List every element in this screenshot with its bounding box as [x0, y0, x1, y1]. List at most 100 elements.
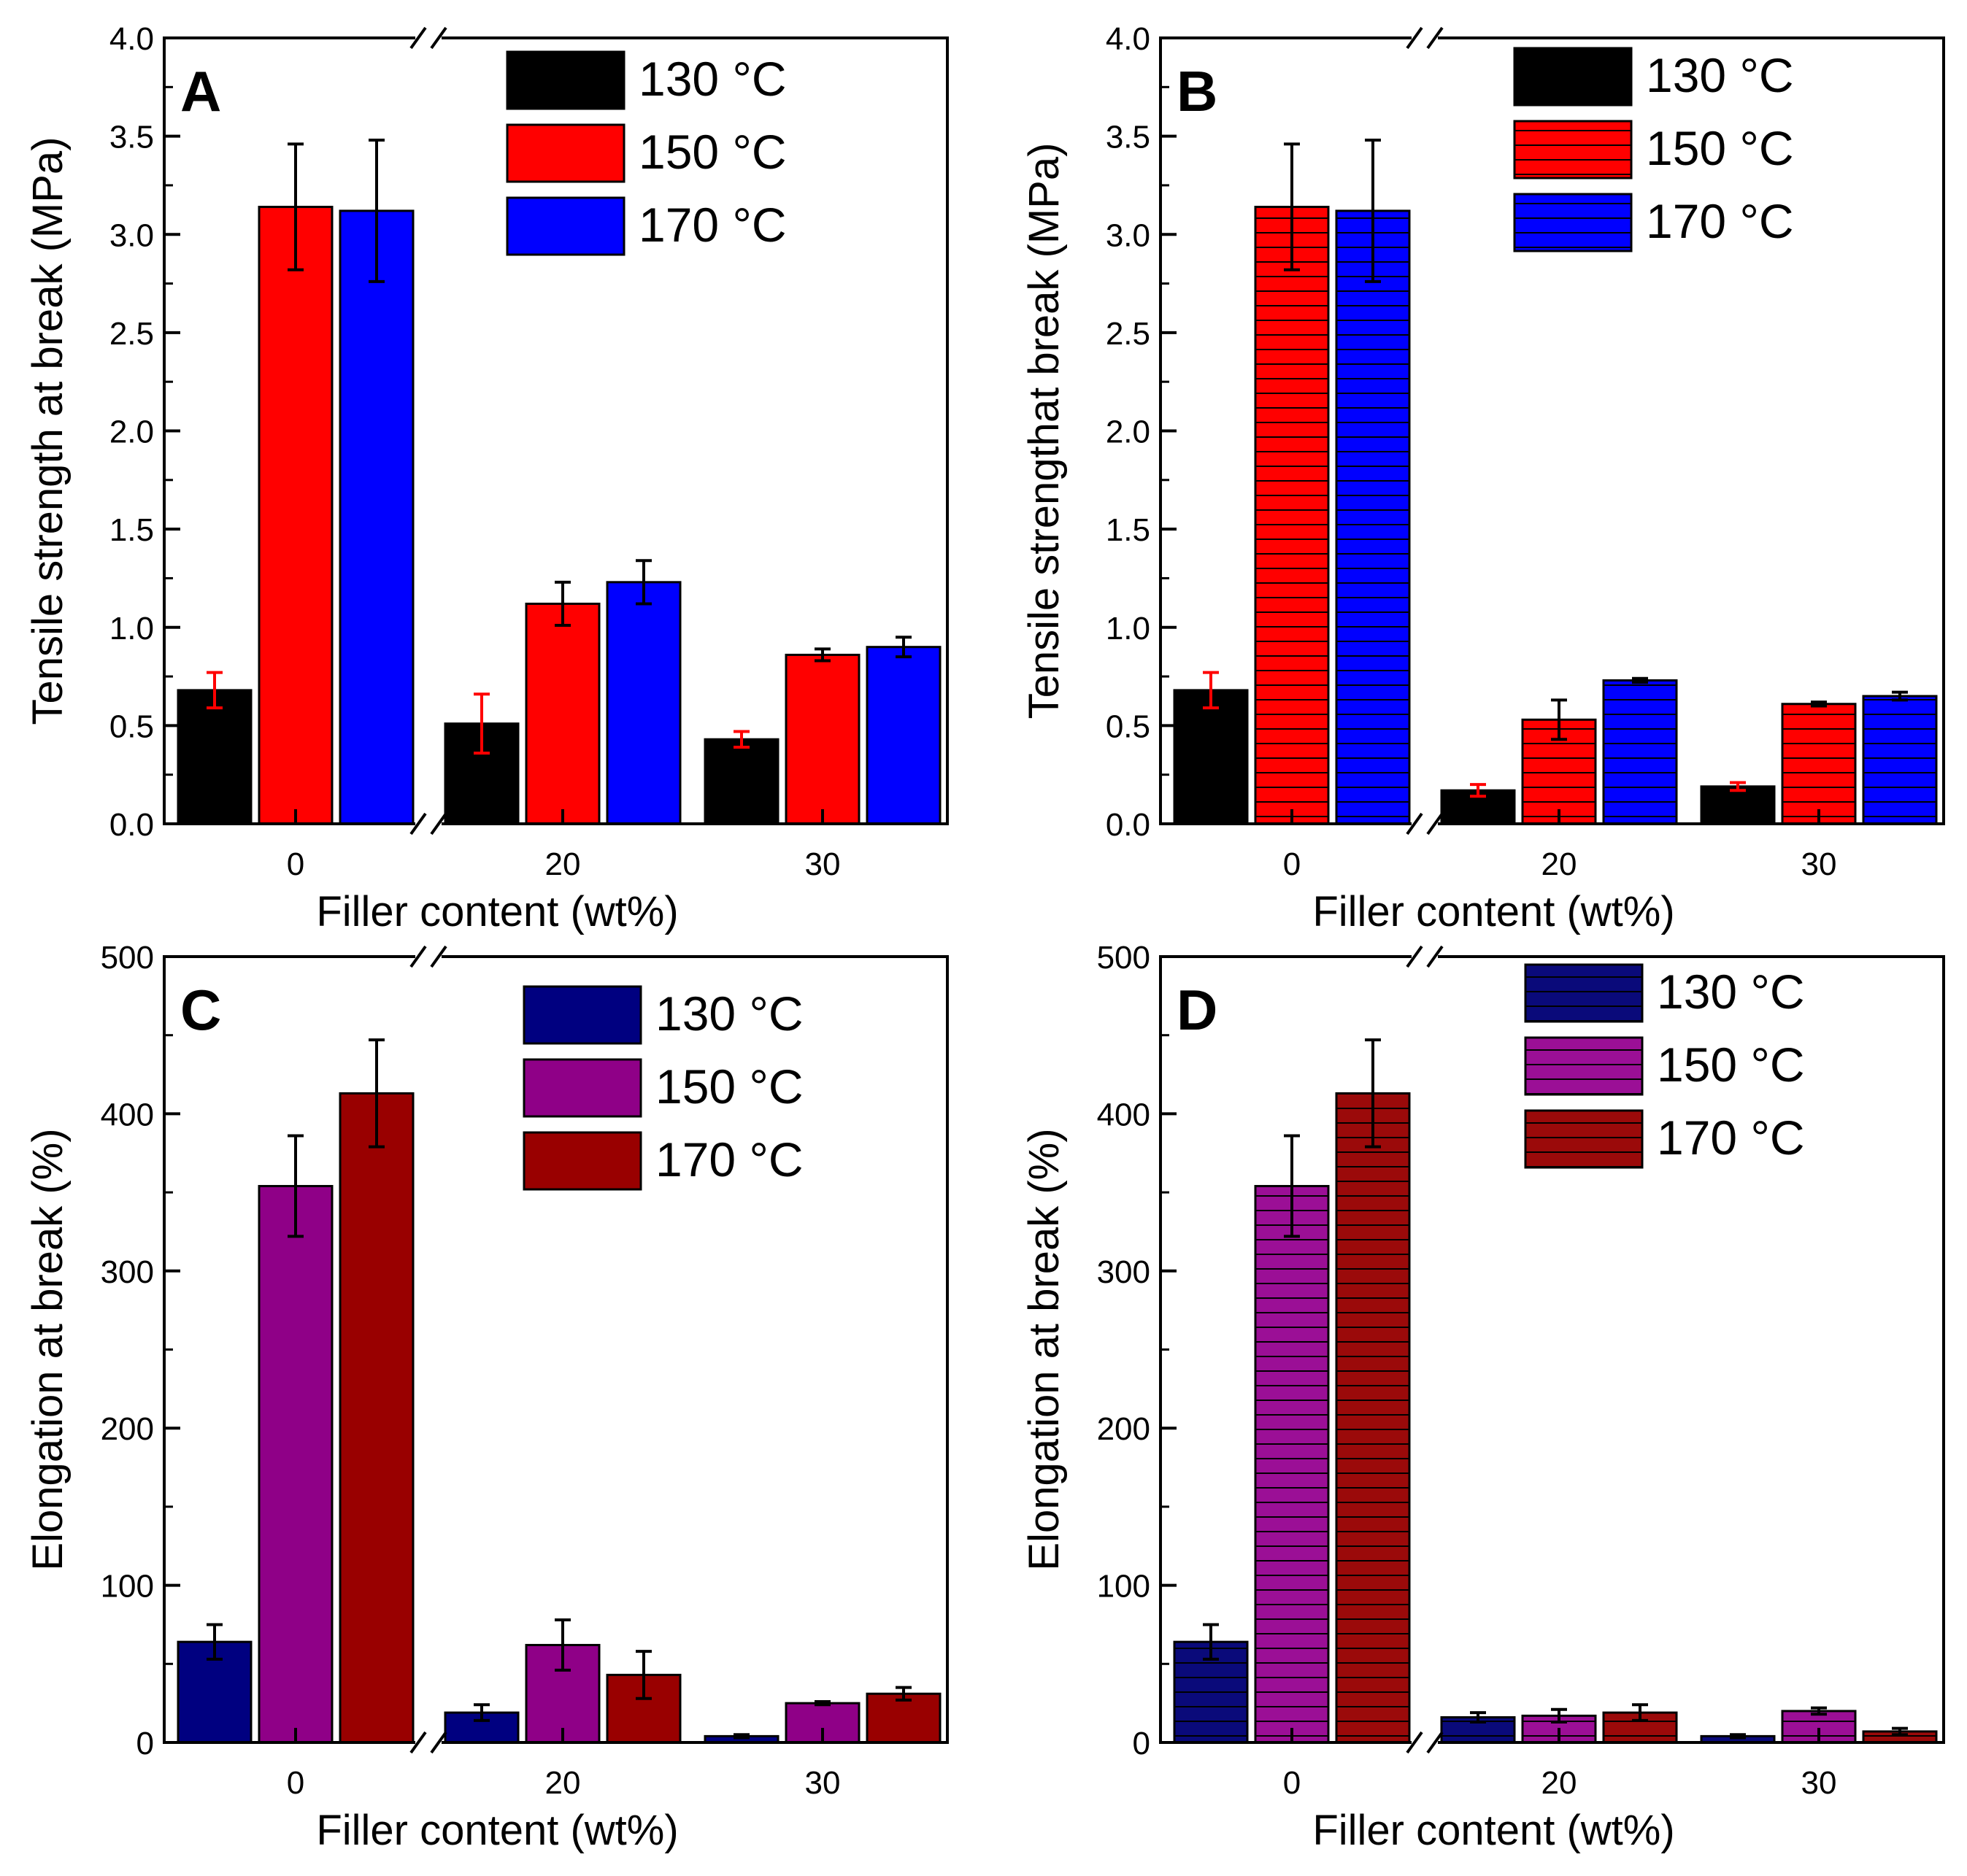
bar-0-150	[1255, 1186, 1328, 1742]
y-tick-label: 0	[136, 1726, 154, 1761]
y-tick-label: 3.0	[109, 217, 154, 253]
bar-30-150	[1782, 704, 1855, 824]
legend-swatch	[1525, 1038, 1642, 1095]
y-tick-label: 1.5	[1106, 512, 1150, 548]
y-tick-label: 2.0	[109, 414, 154, 450]
x-tick-label: 20	[1541, 846, 1577, 882]
panel-letter: D	[1177, 978, 1217, 1042]
x-axis-title: Filler content (wt%)	[1312, 888, 1674, 935]
bar-30-130	[705, 739, 778, 824]
bar-20-170	[1604, 680, 1677, 824]
legend-label: 130 °C	[655, 987, 804, 1041]
legend-label: 170 °C	[639, 198, 787, 252]
bar-30-170	[867, 647, 940, 824]
bar-0-130	[178, 690, 251, 824]
legend-swatch	[1514, 194, 1631, 251]
bar-20-170	[607, 582, 680, 824]
x-tick-label: 30	[1801, 1765, 1837, 1801]
panel-c: 0 100 200 300 400 500 0 20 30 Filler content (wt%…	[24, 940, 947, 1854]
x-tick-label: 20	[545, 1765, 581, 1801]
legend-label: 170 °C	[655, 1132, 804, 1186]
y-tick-label: 500	[1097, 940, 1150, 976]
bar-30-150	[786, 655, 859, 824]
bar-0-170	[1336, 211, 1409, 824]
legend-swatch	[1525, 1111, 1642, 1167]
y-tick-label: 2.0	[1106, 414, 1150, 450]
legend-swatch	[507, 198, 624, 255]
x-tick-label: 30	[1801, 846, 1837, 882]
legend-label: 170 °C	[1646, 194, 1794, 248]
y-axis-title: Tensile strengthat break (MPa)	[1020, 143, 1068, 719]
bar-0-150	[259, 1186, 332, 1742]
y-tick-label: 100	[101, 1569, 154, 1605]
panel-letter: B	[1177, 59, 1217, 123]
bar-30-130	[1701, 787, 1774, 824]
y-tick-label: 0.5	[109, 709, 154, 744]
legend-label: 150 °C	[1657, 1038, 1805, 1092]
y-tick-label: 500	[101, 940, 154, 976]
bar-0-170	[340, 1093, 413, 1742]
bar-0-130	[1174, 690, 1247, 824]
legend-label: 170 °C	[1657, 1111, 1805, 1165]
panel-b: 0.00.51.01.52.02.53.03.54.00 20 30Filler c…	[1020, 21, 1944, 935]
y-tick-label: 0.0	[1106, 807, 1150, 843]
y-tick-label: 400	[101, 1097, 154, 1132]
y-tick-label: 4.0	[109, 21, 154, 57]
y-tick-label: 300	[101, 1254, 154, 1290]
legend-label: 150 °C	[1646, 121, 1794, 175]
legend-swatch	[1525, 965, 1642, 1022]
panel-a: 0.0 0.5 1.0 1.5 2.0 2.5 3.0 3.5 4.0 0 20 30 Filler c…	[24, 21, 947, 935]
panel-letter: C	[180, 978, 221, 1042]
y-tick-label: 3.0	[1106, 217, 1150, 253]
legend-swatch	[1514, 48, 1631, 105]
panel-d: 0 100 200 300 400 500 0 20 30 Filler content (wt%…	[1020, 940, 1944, 1854]
y-tick-label: 0.0	[109, 807, 154, 843]
y-tick-label: 200	[1097, 1411, 1150, 1447]
bar-0-150	[1255, 207, 1328, 824]
legend-swatch	[507, 125, 624, 182]
y-tick-label: 100	[1097, 1569, 1150, 1605]
x-tick-label: 0	[1283, 846, 1301, 882]
y-tick-label: 0	[1133, 1726, 1150, 1761]
legend-label: 130 °C	[1646, 48, 1794, 102]
bar-0-150	[259, 207, 332, 824]
legend-label: 130 °C	[639, 52, 787, 106]
x-tick-label: 20	[1541, 1765, 1577, 1801]
legend-swatch	[507, 52, 624, 109]
y-tick-label: 3.5	[1106, 120, 1150, 155]
y-tick-label: 200	[101, 1411, 154, 1447]
legend-swatch	[524, 1132, 641, 1189]
y-tick-label: 1.5	[109, 512, 154, 548]
legend-swatch	[524, 1059, 641, 1116]
y-tick-label: 2.5	[1106, 316, 1150, 352]
bar-30-170	[1863, 696, 1936, 824]
y-tick-label: 300	[1097, 1254, 1150, 1290]
y-axis-title: Elongation at break (%)	[24, 1128, 72, 1570]
bar-20-150	[526, 603, 599, 824]
x-tick-label: 0	[1283, 1765, 1301, 1801]
x-tick-label: 0	[287, 1765, 304, 1801]
y-tick-label: 2.5	[109, 316, 154, 352]
panel-letter: A	[180, 59, 221, 123]
bar-0-170	[1336, 1093, 1409, 1742]
legend-label: 150 °C	[655, 1059, 804, 1113]
y-tick-label: 1.0	[109, 611, 154, 646]
figure-grid: 0.0 0.5 1.0 1.5 2.0 2.5 3.0 3.5 4.0 0 20 30 Filler c…	[0, 0, 1967, 1876]
bar-0-170	[340, 211, 413, 824]
y-tick-label: 400	[1097, 1097, 1150, 1132]
legend-swatch	[524, 987, 641, 1043]
x-axis-title: Filler content (wt%)	[316, 888, 678, 935]
legend-label: 130 °C	[1657, 965, 1805, 1019]
y-axis-title: Tensile strength at break (MPa)	[24, 137, 72, 725]
x-tick-label: 20	[545, 846, 581, 882]
legend-swatch	[1514, 121, 1631, 178]
legend-label: 150 °C	[639, 125, 787, 179]
y-tick-label: 3.5	[109, 120, 154, 155]
y-tick-label: 0.5	[1106, 709, 1150, 744]
x-axis-title: Filler content (wt%)	[316, 1807, 678, 1854]
x-tick-label: 30	[805, 1765, 841, 1801]
x-tick-label: 30	[805, 846, 841, 882]
x-axis-title: Filler content (wt%)	[1312, 1807, 1674, 1854]
y-axis-title: Elongation at break (%)	[1020, 1128, 1068, 1570]
y-tick-label: 1.0	[1106, 611, 1150, 646]
